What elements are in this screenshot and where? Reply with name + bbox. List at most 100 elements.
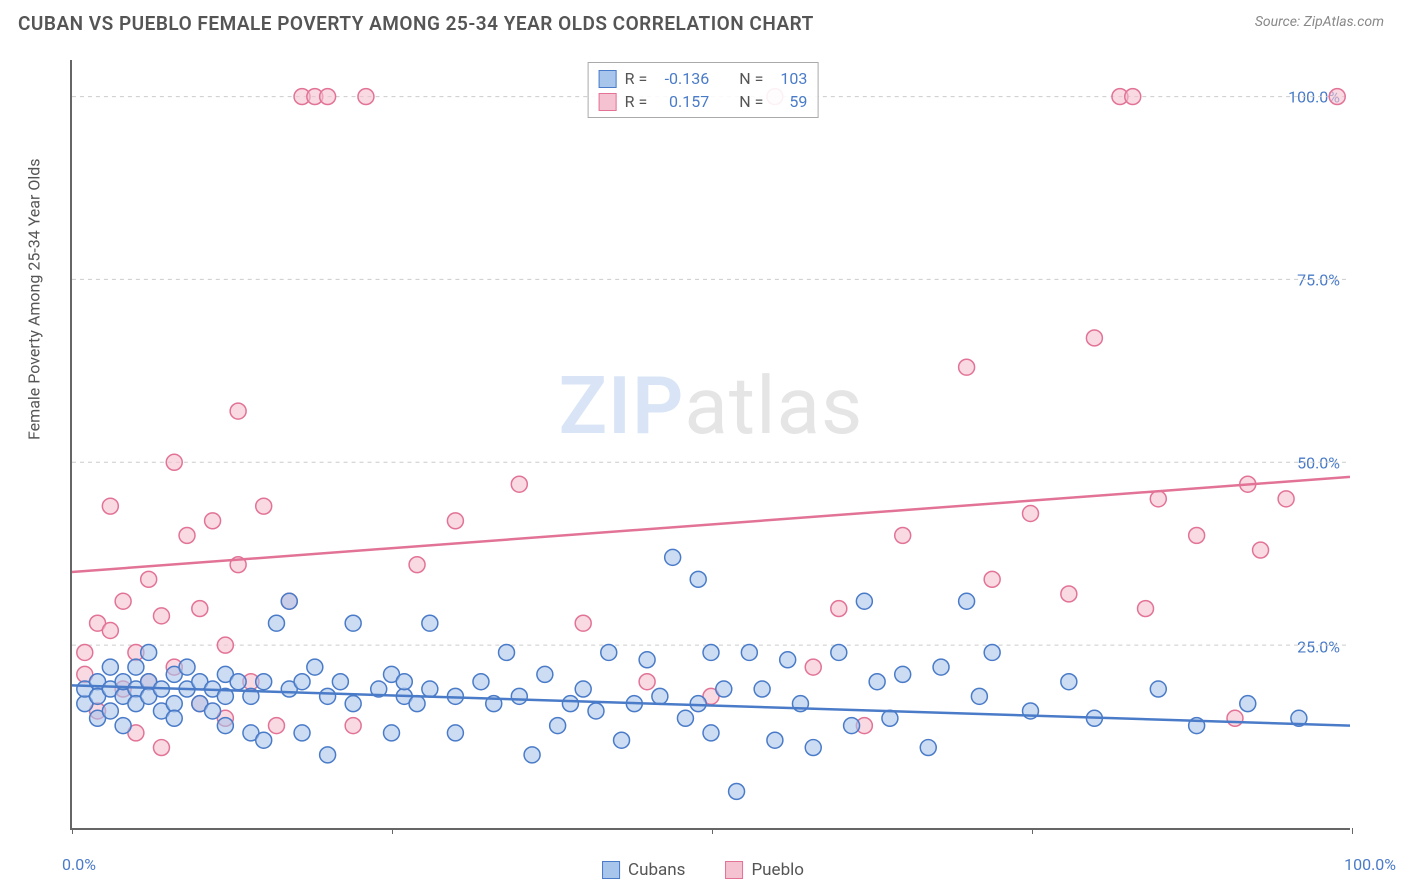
legend-series-label: Cubans: [628, 860, 685, 880]
scatter-point: [831, 644, 847, 660]
scatter-point: [805, 659, 821, 675]
x-tick: [1352, 828, 1353, 834]
scatter-point: [153, 608, 169, 624]
scatter-point: [665, 549, 681, 565]
scatter-point: [358, 89, 374, 105]
scatter-point: [422, 681, 438, 697]
legend-swatch: [725, 861, 743, 879]
scatter-point: [959, 359, 975, 375]
scatter-point: [639, 674, 655, 690]
legend-swatch: [602, 861, 620, 879]
chart-title: CUBAN VS PUEBLO FEMALE POVERTY AMONG 25-…: [18, 12, 814, 35]
stat-r-value: -0.136: [655, 69, 709, 88]
source-attribution: Source: ZipAtlas.com: [1255, 14, 1384, 30]
scatter-point: [895, 527, 911, 543]
scatter-point: [447, 725, 463, 741]
scatter-point: [268, 615, 284, 631]
scatter-point: [831, 601, 847, 617]
scatter-point: [920, 740, 936, 756]
scatter-point: [959, 593, 975, 609]
scatter-point: [77, 644, 93, 660]
scatter-point: [192, 601, 208, 617]
scatter-point: [396, 674, 412, 690]
scatter-point: [409, 557, 425, 573]
scatter-point: [128, 659, 144, 675]
scatter-point: [205, 513, 221, 529]
scatter-point: [153, 740, 169, 756]
scatter-point: [422, 615, 438, 631]
x-tick: [712, 828, 713, 834]
scatter-point: [1278, 491, 1294, 507]
legend-swatch: [599, 70, 617, 88]
x-tick-100: 100.0%: [1344, 855, 1396, 874]
scatter-point: [294, 725, 310, 741]
stat-n-label: N =: [739, 69, 763, 88]
scatter-point: [307, 659, 323, 675]
scatter-point: [115, 593, 131, 609]
scatter-point: [345, 718, 361, 734]
scatter-point: [601, 644, 617, 660]
scatter-point: [754, 681, 770, 697]
scatter-point: [1125, 89, 1141, 105]
scatter-point: [294, 674, 310, 690]
scatter-point: [703, 725, 719, 741]
x-tick: [1032, 828, 1033, 834]
scatter-svg: [72, 60, 1350, 828]
scatter-point: [102, 659, 118, 675]
scatter-point: [268, 718, 284, 734]
scatter-point: [537, 666, 553, 682]
scatter-point: [729, 783, 745, 799]
scatter-point: [409, 696, 425, 712]
legend-stats-row: R =0.157N =59: [599, 90, 808, 113]
scatter-point: [102, 498, 118, 514]
scatter-point: [281, 593, 297, 609]
stat-n-label: N =: [739, 92, 763, 111]
x-tick: [72, 828, 73, 834]
scatter-point: [652, 688, 668, 704]
scatter-point: [575, 681, 591, 697]
scatter-point: [984, 571, 1000, 587]
scatter-point: [205, 703, 221, 719]
scatter-point: [1189, 527, 1205, 543]
scatter-point: [856, 593, 872, 609]
scatter-point: [1240, 696, 1256, 712]
scatter-point: [869, 674, 885, 690]
legend-series-item: Pueblo: [725, 860, 804, 880]
scatter-point: [677, 710, 693, 726]
scatter-point: [345, 696, 361, 712]
scatter-point: [550, 718, 566, 734]
scatter-point: [447, 513, 463, 529]
scatter-point: [1329, 89, 1345, 105]
scatter-point: [511, 476, 527, 492]
x-tick: [392, 828, 393, 834]
scatter-point: [639, 652, 655, 668]
scatter-point: [320, 747, 336, 763]
scatter-point: [345, 615, 361, 631]
scatter-point: [882, 710, 898, 726]
scatter-point: [1086, 330, 1102, 346]
legend-swatch: [599, 93, 617, 111]
scatter-point: [511, 688, 527, 704]
scatter-point: [844, 718, 860, 734]
scatter-point: [1023, 506, 1039, 522]
scatter-point: [499, 644, 515, 660]
legend-series-item: Cubans: [602, 860, 685, 880]
scatter-point: [102, 703, 118, 719]
scatter-point: [971, 688, 987, 704]
scatter-point: [562, 696, 578, 712]
x-tick-0: 0.0%: [62, 855, 96, 874]
scatter-point: [1150, 491, 1166, 507]
scatter-point: [895, 666, 911, 682]
stat-n-value: 59: [771, 92, 807, 111]
scatter-point: [1138, 601, 1154, 617]
plot-area: ZIPatlas 25.0%50.0%75.0%100.0%: [70, 60, 1350, 830]
scatter-point: [473, 674, 489, 690]
scatter-point: [256, 732, 272, 748]
scatter-point: [320, 688, 336, 704]
scatter-point: [256, 498, 272, 514]
scatter-point: [703, 644, 719, 660]
scatter-point: [166, 696, 182, 712]
stat-r-label: R =: [625, 92, 648, 111]
scatter-point: [166, 454, 182, 470]
scatter-point: [256, 674, 272, 690]
